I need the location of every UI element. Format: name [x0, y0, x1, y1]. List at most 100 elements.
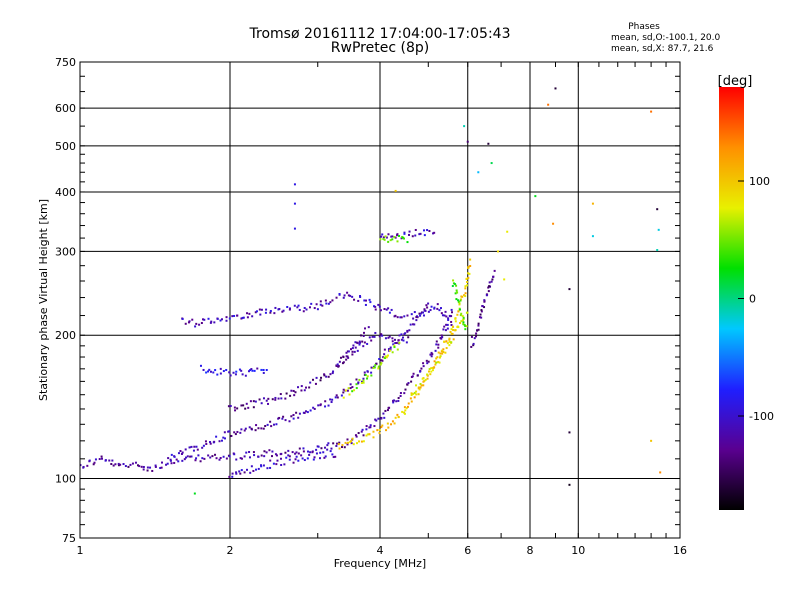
- data-point: [243, 429, 246, 432]
- data-point: [336, 442, 339, 445]
- data-point: [423, 379, 426, 382]
- data-point: [352, 443, 355, 446]
- data-point: [112, 464, 115, 467]
- data-point: [481, 305, 484, 308]
- data-point: [370, 371, 373, 374]
- data-point: [446, 342, 449, 345]
- data-point: [236, 430, 239, 433]
- data-point: [265, 369, 268, 372]
- data-point: [374, 308, 377, 311]
- data-point: [441, 314, 444, 317]
- data-point: [159, 467, 162, 470]
- data-point: [324, 299, 327, 302]
- data-point: [257, 455, 260, 458]
- data-point: [389, 239, 392, 242]
- data-point: [413, 323, 416, 326]
- data-point: [370, 339, 373, 342]
- data-point: [188, 446, 191, 449]
- y-tick-label: 75: [62, 532, 76, 545]
- data-point: [275, 454, 278, 457]
- data-point: [448, 340, 451, 343]
- data-point: [274, 398, 277, 401]
- data-point: [422, 384, 425, 387]
- data-point: [173, 455, 176, 458]
- data-point: [357, 299, 360, 302]
- data-point: [362, 434, 365, 437]
- data-point: [391, 420, 394, 423]
- data-point: [319, 457, 322, 460]
- data-point: [462, 321, 465, 324]
- data-point: [215, 457, 218, 460]
- data-point: [417, 387, 420, 390]
- data-point: [391, 351, 394, 354]
- data-point: [262, 368, 265, 371]
- data-point: [247, 370, 250, 373]
- data-point: [437, 351, 440, 354]
- data-point: [252, 469, 255, 472]
- data-point: [214, 453, 217, 456]
- data-point: [203, 457, 206, 460]
- data-point: [432, 232, 435, 235]
- data-point: [246, 468, 249, 471]
- data-point: [650, 110, 653, 113]
- data-point: [503, 278, 506, 281]
- data-point: [464, 295, 467, 298]
- data-point: [458, 308, 461, 311]
- data-point: [403, 232, 406, 235]
- data-point: [419, 382, 422, 385]
- colorbar-tick-label: -100: [749, 410, 774, 423]
- data-point: [334, 455, 337, 458]
- data-point: [463, 323, 466, 326]
- data-point: [250, 465, 253, 468]
- data-point: [136, 464, 139, 467]
- data-point: [244, 374, 247, 377]
- data-point: [92, 463, 95, 466]
- data-point: [249, 369, 252, 372]
- data-point: [425, 359, 428, 362]
- data-point: [278, 416, 281, 419]
- data-point: [228, 430, 231, 433]
- data-point: [181, 317, 184, 320]
- data-point: [400, 316, 403, 319]
- data-point: [378, 432, 381, 435]
- x-axis-label: Frequency [MHz]: [334, 557, 426, 570]
- data-point: [229, 374, 232, 377]
- data-point: [336, 396, 339, 399]
- data-point: [415, 393, 418, 396]
- data-point: [308, 453, 311, 456]
- data-point: [439, 355, 442, 358]
- data-point: [454, 329, 457, 332]
- data-point: [173, 461, 176, 464]
- data-point: [377, 417, 380, 420]
- data-point: [185, 456, 188, 459]
- data-point: [258, 398, 261, 401]
- data-point: [362, 379, 365, 382]
- data-point: [396, 316, 399, 319]
- data-point: [214, 369, 217, 372]
- data-point: [442, 348, 445, 351]
- data-point: [399, 395, 402, 398]
- data-point: [387, 336, 390, 339]
- data-point: [447, 318, 450, 321]
- data-point: [462, 323, 465, 326]
- colorbar-tick-label: 0: [749, 293, 756, 306]
- data-point: [419, 314, 422, 317]
- data-point: [429, 353, 432, 356]
- data-point: [368, 433, 371, 436]
- data-point: [300, 385, 303, 388]
- data-point: [309, 409, 312, 412]
- data-point: [451, 285, 454, 288]
- data-point: [202, 318, 205, 321]
- data-point: [349, 383, 352, 386]
- data-point: [274, 306, 277, 309]
- data-point: [317, 445, 320, 448]
- data-point: [331, 372, 334, 375]
- data-point: [465, 284, 468, 287]
- data-point: [342, 396, 345, 399]
- data-point: [272, 423, 275, 426]
- chart-subtitle: RwPretec (8p): [330, 40, 430, 56]
- data-point: [367, 326, 370, 329]
- data-point: [227, 405, 230, 408]
- data-point: [388, 311, 391, 314]
- data-point: [457, 299, 460, 302]
